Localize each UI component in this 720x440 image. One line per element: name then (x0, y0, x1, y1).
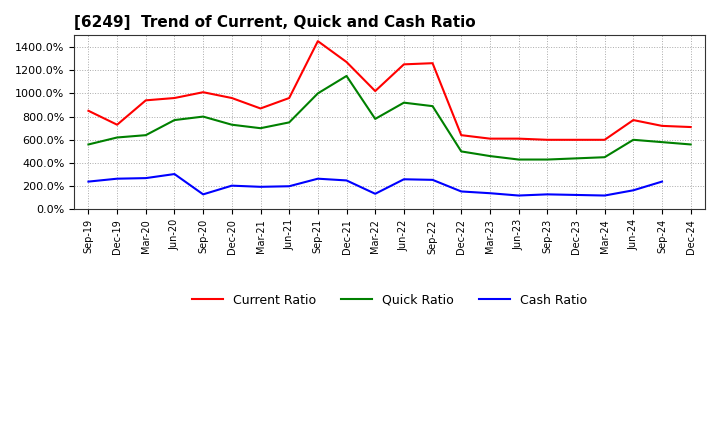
Current Ratio (285, 95, 294, 101)
Current Ratio (313, 38, 322, 44)
Quick Ratio (199, 114, 207, 119)
Quick Ratio (629, 137, 638, 143)
Cash Ratio (313, 176, 322, 181)
Quick Ratio (686, 142, 695, 147)
Quick Ratio (543, 157, 552, 162)
Quick Ratio (313, 91, 322, 96)
Current Ratio (113, 122, 122, 127)
Current Ratio (428, 61, 437, 66)
Quick Ratio (84, 142, 93, 147)
Cash Ratio (600, 193, 609, 198)
Legend: Current Ratio, Quick Ratio, Cash Ratio: Current Ratio, Quick Ratio, Cash Ratio (186, 289, 593, 312)
Quick Ratio (285, 120, 294, 125)
Cash Ratio (629, 188, 638, 193)
Cash Ratio (400, 176, 408, 182)
Quick Ratio (657, 139, 666, 145)
Line: Cash Ratio: Cash Ratio (89, 174, 662, 195)
Cash Ratio (228, 183, 236, 188)
Current Ratio (228, 95, 236, 101)
Quick Ratio (400, 100, 408, 105)
Cash Ratio (457, 189, 466, 194)
Cash Ratio (285, 183, 294, 189)
Current Ratio (629, 117, 638, 123)
Quick Ratio (170, 117, 179, 123)
Cash Ratio (113, 176, 122, 181)
Current Ratio (457, 132, 466, 138)
Cash Ratio (141, 176, 150, 181)
Current Ratio (600, 137, 609, 143)
Current Ratio (84, 108, 93, 114)
Cash Ratio (543, 192, 552, 197)
Current Ratio (514, 136, 523, 141)
Current Ratio (256, 106, 265, 111)
Quick Ratio (371, 116, 379, 121)
Cash Ratio (572, 192, 580, 198)
Cash Ratio (170, 172, 179, 177)
Cash Ratio (428, 177, 437, 183)
Quick Ratio (514, 157, 523, 162)
Current Ratio (141, 98, 150, 103)
Quick Ratio (113, 135, 122, 140)
Text: [6249]  Trend of Current, Quick and Cash Ratio: [6249] Trend of Current, Quick and Cash … (74, 15, 476, 30)
Quick Ratio (457, 149, 466, 154)
Current Ratio (686, 125, 695, 130)
Current Ratio (543, 137, 552, 143)
Cash Ratio (514, 193, 523, 198)
Quick Ratio (342, 73, 351, 79)
Line: Quick Ratio: Quick Ratio (89, 76, 690, 160)
Current Ratio (485, 136, 494, 141)
Quick Ratio (572, 156, 580, 161)
Quick Ratio (600, 154, 609, 160)
Current Ratio (199, 90, 207, 95)
Cash Ratio (485, 191, 494, 196)
Cash Ratio (256, 184, 265, 190)
Current Ratio (342, 59, 351, 65)
Current Ratio (572, 137, 580, 143)
Quick Ratio (141, 132, 150, 138)
Cash Ratio (199, 192, 207, 197)
Cash Ratio (371, 191, 379, 196)
Current Ratio (371, 88, 379, 94)
Current Ratio (657, 123, 666, 128)
Quick Ratio (485, 154, 494, 159)
Cash Ratio (84, 179, 93, 184)
Quick Ratio (256, 125, 265, 131)
Cash Ratio (342, 178, 351, 183)
Current Ratio (400, 62, 408, 67)
Quick Ratio (228, 122, 236, 127)
Quick Ratio (428, 103, 437, 109)
Cash Ratio (657, 179, 666, 184)
Line: Current Ratio: Current Ratio (89, 41, 690, 140)
Current Ratio (170, 95, 179, 101)
